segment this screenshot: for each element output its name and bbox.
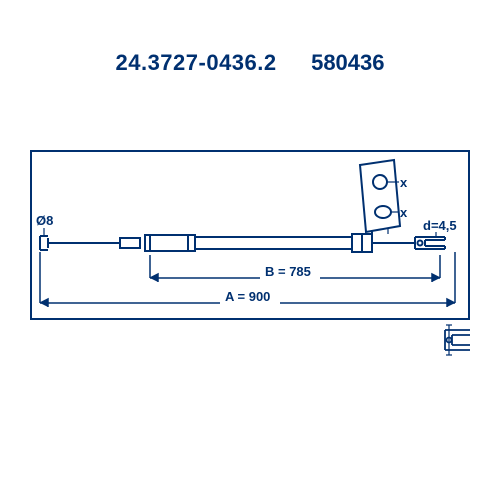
- technical-drawing: [0, 0, 500, 500]
